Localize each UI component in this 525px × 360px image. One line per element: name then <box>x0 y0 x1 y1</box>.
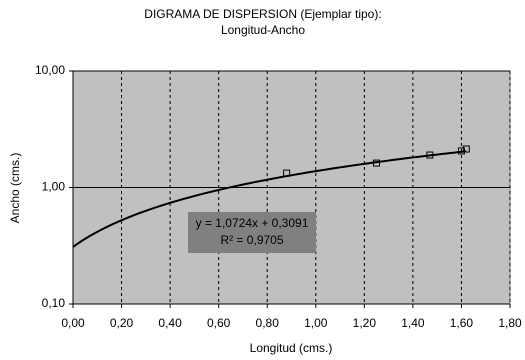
trendline <box>72 150 467 248</box>
data-point <box>283 169 291 177</box>
data-point <box>372 159 380 167</box>
y-tick-label: 10,00 <box>35 63 65 77</box>
y-axis-label: Ancho (cms.) <box>8 153 22 224</box>
x-tick-label: 1,60 <box>450 316 474 330</box>
x-tick-label: 0,60 <box>207 316 231 330</box>
chart-subtitle: Longitud-Ancho <box>221 23 305 37</box>
chart-title: DIGRAMA DE DISPERSION (Ejemplar tipo): <box>144 7 381 21</box>
x-tick-label: 0,00 <box>61 316 85 330</box>
r-squared-label: R² = 0,9705 <box>220 233 283 247</box>
equation-box <box>188 212 316 253</box>
equation-label: y = 1,0724x + 0,3091 <box>196 216 309 230</box>
x-tick-label: 0,20 <box>110 316 134 330</box>
data-point <box>462 145 470 153</box>
x-tick-label: 1,00 <box>304 316 328 330</box>
x-tick-label: 0,40 <box>158 316 182 330</box>
x-axis-label: Longitud (cms.) <box>250 341 333 355</box>
y-tick-label: 0,10 <box>42 296 66 310</box>
data-point <box>426 151 434 159</box>
x-tick-label: 1,80 <box>498 316 522 330</box>
x-tick-label: 1,20 <box>353 316 377 330</box>
y-tick-label: 1,00 <box>42 180 66 194</box>
x-tick-label: 1,40 <box>401 316 425 330</box>
x-tick-label: 0,80 <box>256 316 280 330</box>
data-point <box>457 147 465 155</box>
